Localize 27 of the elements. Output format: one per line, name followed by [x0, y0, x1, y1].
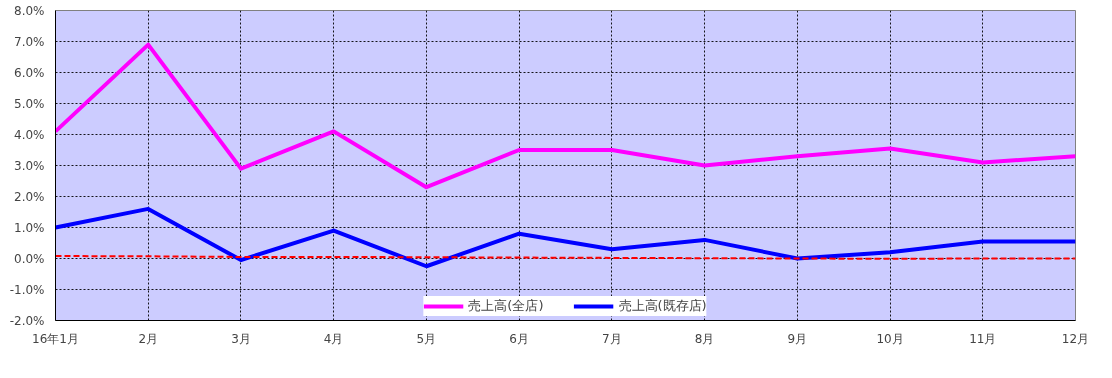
y-tick-label: -1.0%: [9, 282, 45, 297]
x-tick-label: 4月: [323, 331, 344, 346]
x-tick-label: 2月: [138, 331, 159, 346]
legend-label: 売上高(全店): [468, 297, 544, 315]
x-tick-label: 9月: [787, 331, 808, 346]
x-tick-label: 7月: [602, 331, 622, 346]
legend-label: 売上高(既存店): [618, 297, 707, 315]
x-tick-label: 8月: [694, 331, 715, 346]
y-tick-label: 0.0%: [14, 251, 45, 266]
y-tick-label: 6.0%: [14, 65, 45, 80]
y-tick-label: 3.0%: [14, 158, 45, 173]
y-tick-label: -2.0%: [9, 313, 45, 328]
y-tick-label: 7.0%: [14, 34, 45, 49]
x-tick-label: 16年1月: [32, 331, 79, 346]
y-tick-label: 5.0%: [14, 96, 45, 111]
x-tick-label: 6月: [509, 331, 529, 346]
x-tick-label: 3月: [231, 331, 251, 346]
line-series: [55, 206, 1076, 269]
x-tick-label: 5月: [416, 331, 437, 346]
x-tick-label: 11月: [969, 331, 997, 346]
y-tick-label: 2.0%: [14, 189, 45, 204]
x-tick-label: 10月: [876, 331, 904, 346]
line-series: [55, 42, 1076, 190]
y-tick-label: 4.0%: [14, 127, 45, 142]
y-tick-label: 8.0%: [14, 3, 45, 18]
x-tick-label: 12月: [1061, 331, 1090, 346]
y-tick-label: 1.0%: [14, 220, 45, 235]
